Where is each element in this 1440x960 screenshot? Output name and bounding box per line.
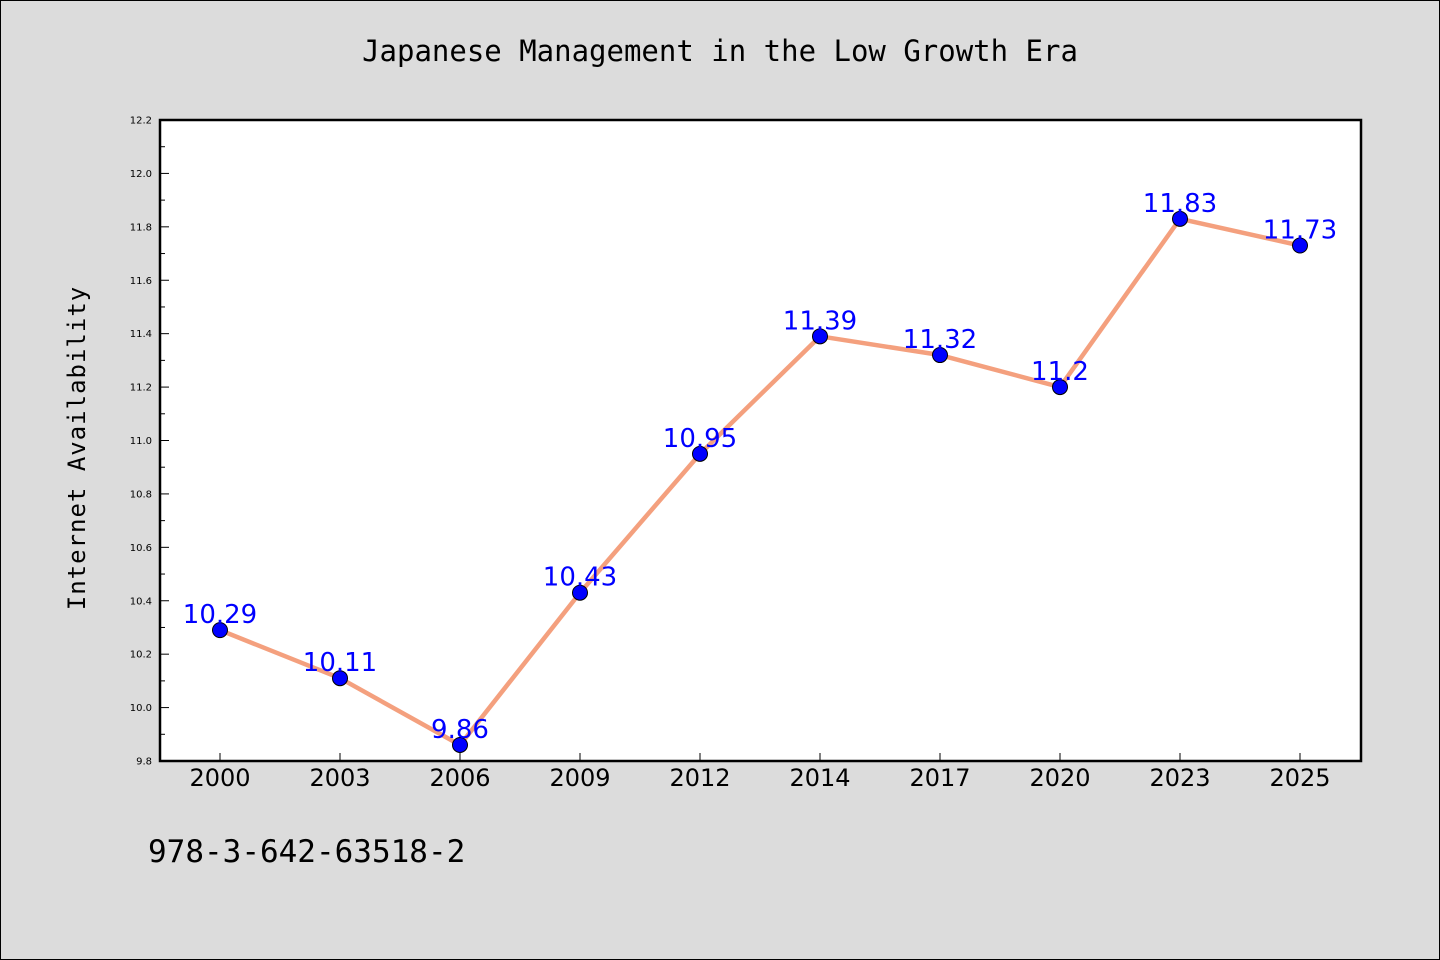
- y-tick-label: 9.8: [136, 757, 152, 768]
- x-axis-ticks: 2000 2003 2006 2009 2012 2014 2017 2020 2023 2025: [189, 753, 1331, 792]
- data-point: [812, 328, 828, 345]
- data-point: [1172, 210, 1188, 227]
- data-labels: 10.29 10.11 9.86 10.43 10.95 11.39 11.32 11.2 11…: [183, 189, 1337, 745]
- plot-area: [158, 118, 1363, 763]
- y-tick-label: 11.4: [130, 329, 152, 340]
- x-tick-label: 2009: [549, 764, 610, 792]
- data-label: 11.83: [1143, 189, 1217, 219]
- data-label: 10.95: [663, 424, 737, 454]
- data-point: [692, 445, 708, 462]
- data-point: [332, 670, 348, 687]
- data-label: 11.32: [903, 325, 977, 355]
- y-axis-ticks: 9.8 10.0 10.2 10.4 10.6 10.8 11.0 11.2 11.4 11.6 1…: [130, 116, 169, 768]
- x-tick-label: 2003: [309, 764, 370, 792]
- data-label: 10.29: [183, 600, 257, 630]
- data-label: 9.86: [431, 715, 489, 745]
- x-tick-label: 2020: [1029, 764, 1090, 792]
- x-tick-label: 2025: [1269, 764, 1330, 792]
- y-tick-label: 11.0: [130, 436, 152, 447]
- y-tick-label: 11.8: [130, 222, 152, 233]
- x-tick-label: 2006: [429, 764, 490, 792]
- data-point: [212, 622, 228, 639]
- data-point: [932, 347, 948, 364]
- x-tick-label: 2014: [789, 764, 850, 792]
- y-tick-label: 10.8: [130, 489, 152, 500]
- y-tick-label: 10.4: [130, 596, 152, 607]
- series-line: [217, 216, 1303, 748]
- x-tick-label: 2023: [1149, 764, 1210, 792]
- y-tick-label: 12.2: [130, 116, 152, 127]
- y-tick-label: 11.6: [130, 276, 152, 287]
- data-label: 11.2: [1031, 357, 1089, 387]
- data-label: 11.73: [1263, 216, 1337, 246]
- data-point: [1052, 379, 1068, 396]
- x-tick-label: 2000: [189, 764, 250, 792]
- data-label: 10.43: [543, 563, 617, 593]
- x-tick-label: 2012: [669, 764, 730, 792]
- y-tick-label: 12.0: [130, 169, 152, 180]
- footer-isbn: 978-3-642-63518-2: [148, 834, 466, 870]
- data-label: 10.11: [303, 648, 377, 678]
- data-label: 11.39: [783, 306, 857, 336]
- data-point: [572, 584, 588, 601]
- data-point: [452, 736, 468, 753]
- series-line-group: [217, 216, 1303, 748]
- y-tick-label: 10.6: [130, 543, 152, 554]
- x-tick-label: 2017: [909, 764, 970, 792]
- data-point: [1292, 237, 1308, 254]
- y-tick-label: 10.0: [130, 703, 152, 714]
- data-markers: [212, 210, 1308, 753]
- y-tick-label: 11.2: [130, 383, 152, 394]
- y-tick-label: 10.2: [130, 650, 152, 661]
- chart-title: Japanese Management in the Low Growth Er…: [362, 34, 1078, 68]
